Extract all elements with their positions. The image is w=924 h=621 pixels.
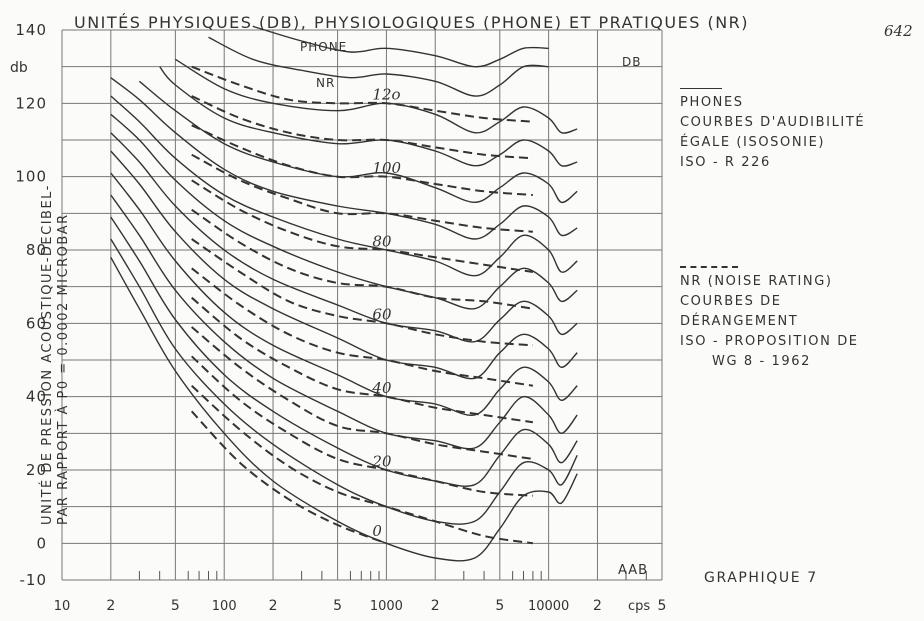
nr-curve [191, 65, 533, 123]
nr-legend-line4: ISO - PROPOSITION DE [680, 334, 859, 349]
y-tick-label: 120 [15, 94, 47, 112]
phon-curve [110, 77, 578, 240]
phon-curve [138, 80, 578, 204]
phon-curve [110, 256, 578, 562]
nr-curve [191, 95, 533, 160]
phon-curve [175, 58, 578, 134]
nr-curve [191, 153, 533, 233]
phon-curve [208, 36, 549, 97]
curve-value-label: 80 [372, 232, 392, 250]
x-tick-label: 2 [431, 598, 440, 614]
curve-value-label: 60 [372, 306, 392, 324]
nr-legend-line1: NR (NOISE RATING) [680, 274, 833, 289]
y-tick-label: 80 [26, 241, 47, 259]
curve-value-label: 12o [372, 86, 400, 104]
y-axis-label: UNITÉ DE PRESSION ACOUSTIQUE-DECIBEL- PA… [40, 65, 72, 525]
y-unit-label: db [10, 60, 28, 76]
y-tick-label: -10 [20, 571, 48, 589]
phon-curve [110, 238, 578, 525]
phon-curve [110, 95, 578, 277]
page-number: 642 [884, 22, 913, 40]
x-unit-label: cps [628, 599, 650, 614]
nr-legend-line2: COURBES DE [680, 294, 782, 309]
phon-curves [110, 25, 578, 562]
phon-curve [252, 25, 549, 68]
phone-label: PHONE [300, 40, 347, 54]
nr-legend-line3: DÉRANGEMENT [680, 314, 799, 329]
y-axis-label-line2: PAR RAPPORT À P0 = 0.0002 MICROBAR [56, 213, 71, 525]
phon-curve [110, 216, 578, 487]
phones-legend: PHONES COURBES D'AUDIBILITÉ ÉGALE (ISOSO… [680, 88, 865, 173]
nr-curve [191, 267, 534, 387]
x-tick-label: 10000 [528, 599, 569, 614]
nr-curve [191, 326, 534, 460]
nr-curve [191, 208, 534, 310]
x-tick-label: 2 [269, 598, 278, 614]
x-tick-label: 2 [106, 598, 115, 614]
nr-curves [190, 65, 534, 545]
phon-curve [110, 132, 578, 343]
nr-curve [191, 355, 533, 497]
y-tick-label: 140 [15, 21, 47, 39]
graphique-label: GRAPHIQUE 7 [704, 570, 818, 586]
phon-curve [110, 113, 578, 310]
x-tick-label: 5 [333, 598, 342, 614]
nr-curve [191, 238, 533, 347]
curve-value-label: 40 [371, 379, 392, 397]
phones-legend-line4: ISO - R 226 [680, 155, 771, 170]
phones-legend-line2: COURBES D'AUDIBILITÉ [680, 115, 866, 130]
y-axis-label-line1: UNITÉ DE PRESSION ACOUSTIQUE-DECIBEL- [40, 184, 55, 525]
nr-label: NR [316, 76, 335, 90]
chart-title: UNITÉS PHYSIQUES (DB), PHYSIOLOGIQUES (P… [74, 13, 749, 32]
nr-legend-line5: WG 8 - 1962 [712, 354, 811, 369]
x-tick-label: 100 [212, 599, 237, 614]
y-tick-label: 20 [26, 461, 47, 479]
phon-curve [110, 194, 578, 450]
x-tick-label: 1000 [370, 599, 403, 614]
db-label: DB [622, 55, 641, 69]
nr-curve [191, 124, 533, 196]
y-tick-label: 40 [26, 388, 47, 406]
x-tick-label: 2 [593, 598, 602, 614]
x-tick-label: 10 [54, 599, 71, 614]
minor-ticks [138, 571, 647, 580]
phones-legend-line1: PHONES [680, 95, 744, 110]
x-tick-label: 5 [658, 598, 667, 614]
y-tick-label: 100 [15, 168, 47, 186]
nr-legend: NR (NOISE RATING) COURBES DE DÉRANGEMENT… [680, 266, 859, 372]
x-tick-label: 5 [495, 598, 504, 614]
curve-value-label: 20 [371, 452, 392, 470]
y-tick-label: 0 [36, 534, 47, 552]
curve-value-label: 0 [372, 522, 382, 540]
phones-legend-swatch [680, 88, 722, 89]
nr-curve [191, 384, 534, 545]
x-tick-label: 5 [171, 598, 180, 614]
phon-curve [159, 66, 578, 167]
y-tick-label: 60 [26, 314, 47, 332]
code-label: AAB [618, 563, 648, 578]
phones-legend-line3: ÉGALE (ISOSONIE) [680, 135, 826, 150]
nr-curve [191, 179, 534, 273]
nr-curve [191, 296, 534, 424]
curve-value-label: 100 [372, 159, 401, 177]
nr-legend-swatch [680, 266, 738, 268]
nr-curve [190, 410, 387, 545]
